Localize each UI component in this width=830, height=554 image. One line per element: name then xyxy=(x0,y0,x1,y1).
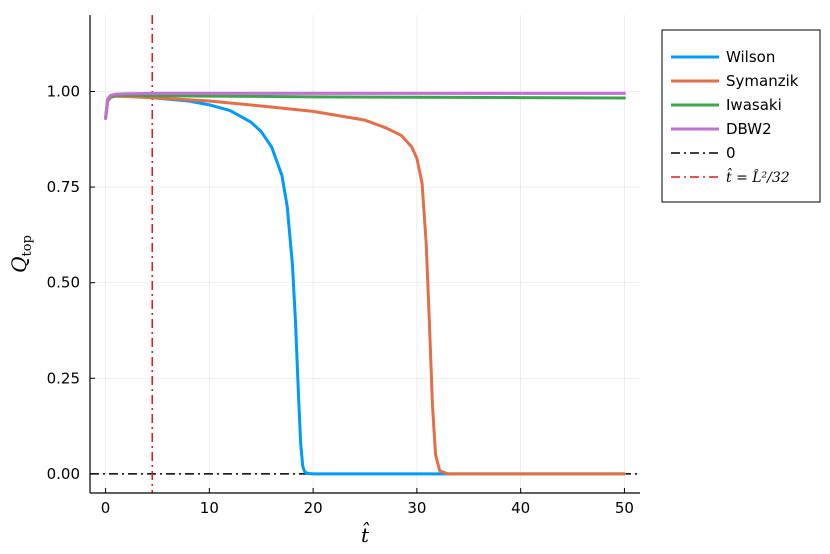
legend-label: Symanzik xyxy=(726,72,799,90)
y-axis-label: Qtop xyxy=(7,235,35,273)
y-tick-label: 0.00 xyxy=(47,465,80,483)
tick-labels: 0 10 20 30 40 50 0.00 0.25 0.50 0.75 1.00 xyxy=(47,82,634,517)
legend-label: t̂ = L̂²/32 xyxy=(726,167,790,186)
legend-label: Wilson xyxy=(726,48,775,66)
y-tick-label: 0.50 xyxy=(47,274,80,292)
axes xyxy=(89,15,640,494)
y-tick-label: 1.00 xyxy=(47,82,80,100)
reference-lines xyxy=(90,15,640,493)
series-line-wilson xyxy=(104,94,626,476)
grid xyxy=(90,15,640,493)
x-tick-label: 0 xyxy=(101,499,111,517)
series-line-symanzik xyxy=(104,94,626,476)
y-tick-label: 0.25 xyxy=(47,369,80,387)
x-tick-label: 30 xyxy=(407,499,426,517)
x-tick-label: 20 xyxy=(304,499,323,517)
y-tick-label: 0.75 xyxy=(47,178,80,196)
legend-label: DBW2 xyxy=(726,120,772,138)
legend-box xyxy=(661,29,821,203)
legend-label: Iwasaki xyxy=(726,96,782,114)
x-axis-label: t̂ xyxy=(361,521,370,547)
x-tick-label: 10 xyxy=(200,499,219,517)
x-tick-label: 50 xyxy=(615,499,634,517)
x-tick-label: 40 xyxy=(511,499,530,517)
series-line-dbw2 xyxy=(104,91,626,120)
series-lines xyxy=(104,91,626,476)
legend-label: 0 xyxy=(726,144,736,162)
legend: Wilson Symanzik Iwasaki DBW2 0 t̂ = L̂²/32 xyxy=(661,29,821,203)
